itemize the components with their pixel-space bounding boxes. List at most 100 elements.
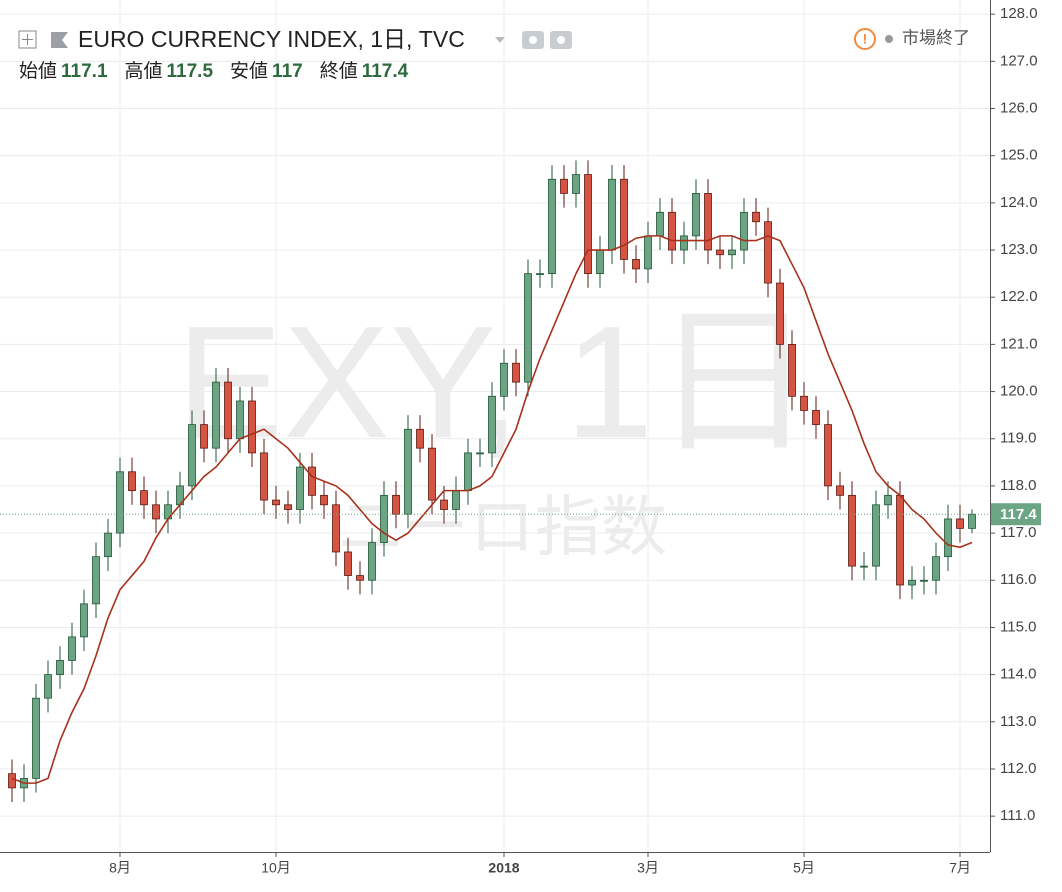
candle-body xyxy=(776,282,784,345)
ohlc-label: 始値 xyxy=(19,60,57,82)
candle-body xyxy=(644,235,652,270)
y-tick-label: 114.0 xyxy=(1000,666,1036,683)
settings-icon xyxy=(557,36,565,44)
candle-body xyxy=(608,178,616,251)
candle-body xyxy=(92,556,100,605)
y-tick-label: 124.0 xyxy=(1000,194,1038,211)
y-tick-label: 111.0 xyxy=(1000,807,1035,824)
candle-body xyxy=(296,466,304,510)
candle-body xyxy=(416,428,424,449)
candle-body xyxy=(740,211,748,251)
ohlc-label: 高値 xyxy=(125,60,163,82)
candle-body xyxy=(440,499,448,510)
candle-body xyxy=(368,542,376,581)
candle-body xyxy=(632,259,640,270)
y-tick-label: 123.0 xyxy=(1000,241,1038,258)
x-tick-label: 5月 xyxy=(793,860,815,876)
candle-body xyxy=(224,381,232,440)
candle-body xyxy=(260,452,268,501)
candle-body xyxy=(572,174,580,194)
candle-body xyxy=(248,400,256,454)
candle-body xyxy=(56,660,64,676)
symbol-icon xyxy=(51,32,68,48)
candle-body xyxy=(152,504,160,520)
candle-body xyxy=(512,362,520,383)
candle-body xyxy=(488,395,496,454)
axes: 111.0 112.0 113.0 114.0 115.0 116.0 117.0 118.0… xyxy=(109,5,1041,876)
y-tick-label: 121.0 xyxy=(1000,335,1038,352)
warning-icon[interactable] xyxy=(854,28,876,50)
last-price-box xyxy=(991,503,1041,526)
y-tick-label: 117.0 xyxy=(1000,524,1036,541)
candle-body xyxy=(728,249,736,256)
candle-body xyxy=(824,424,832,487)
candle-body xyxy=(500,362,508,397)
x-tick-label: 10月 xyxy=(261,860,291,876)
candle-body xyxy=(272,499,280,506)
candle-body xyxy=(872,504,880,567)
candle-body xyxy=(596,249,604,275)
chart-title: EURO CURRENCY INDEX, 1日, TVC xyxy=(78,26,465,52)
x-tick-label: 2018 xyxy=(488,860,519,876)
y-tick-label: 115.0 xyxy=(1000,618,1036,635)
candle-body xyxy=(8,773,16,789)
candle-body xyxy=(956,518,964,529)
x-tick-label: 7月 xyxy=(949,860,971,876)
candle-body xyxy=(332,504,340,553)
x-tick-label: 3月 xyxy=(637,860,659,876)
y-tick-label: 120.0 xyxy=(1000,383,1038,400)
ohlc-value: 117.5 xyxy=(167,61,214,82)
candle-body xyxy=(860,565,868,568)
candle-body xyxy=(752,211,760,223)
candle-body xyxy=(68,636,76,661)
candle-body xyxy=(200,424,208,449)
y-tick-label: 119.0 xyxy=(1000,430,1036,447)
candle-body xyxy=(680,235,688,251)
candle-body xyxy=(848,494,856,567)
candle-body xyxy=(452,490,460,510)
plot xyxy=(0,160,990,802)
ohlc-value: 117.4 xyxy=(362,61,409,82)
candle-body xyxy=(212,381,220,449)
y-tick-label: 127.0 xyxy=(1000,52,1038,69)
candle-body xyxy=(44,674,52,699)
candle-body xyxy=(188,424,196,487)
candle-body xyxy=(800,395,808,411)
candle-body xyxy=(584,174,592,275)
candle-body xyxy=(536,273,544,276)
candle-body xyxy=(308,466,316,496)
candle-body xyxy=(464,452,472,492)
x-tick-label: 8月 xyxy=(109,860,131,876)
y-tick-label: 113.0 xyxy=(1000,713,1036,730)
candle-body xyxy=(320,494,328,506)
candle-body xyxy=(284,504,292,510)
candle-body xyxy=(896,494,904,586)
candle-body xyxy=(80,603,88,638)
y-tick-label: 126.0 xyxy=(1000,99,1038,116)
y-tick-label: 118.0 xyxy=(1000,477,1036,494)
candle-body xyxy=(380,494,388,543)
candle-body xyxy=(392,494,400,515)
candle-body xyxy=(968,513,976,529)
candle-body xyxy=(716,249,724,256)
candle-body xyxy=(812,410,820,425)
candle-body xyxy=(944,518,952,558)
candle-body xyxy=(932,556,940,581)
candle-body xyxy=(836,485,844,496)
candle-body xyxy=(32,697,40,779)
y-tick-label: 122.0 xyxy=(1000,288,1038,305)
ohlc-value: 117.1 xyxy=(61,61,108,82)
candle-body xyxy=(128,471,136,492)
candle-body xyxy=(656,211,664,237)
expand-icon[interactable] xyxy=(18,30,37,49)
ohlc-legend: 始値 117.1 高値 117.5 安値 117 終値 117.4 xyxy=(19,60,409,82)
candle-body xyxy=(788,343,796,397)
dropdown-icon[interactable] xyxy=(495,37,505,43)
candle-body xyxy=(884,494,892,506)
candle-body xyxy=(548,178,556,275)
candle-body xyxy=(560,178,568,194)
y-tick-label: 116.0 xyxy=(1000,571,1036,588)
ohlc-label: 安値 xyxy=(230,60,268,82)
